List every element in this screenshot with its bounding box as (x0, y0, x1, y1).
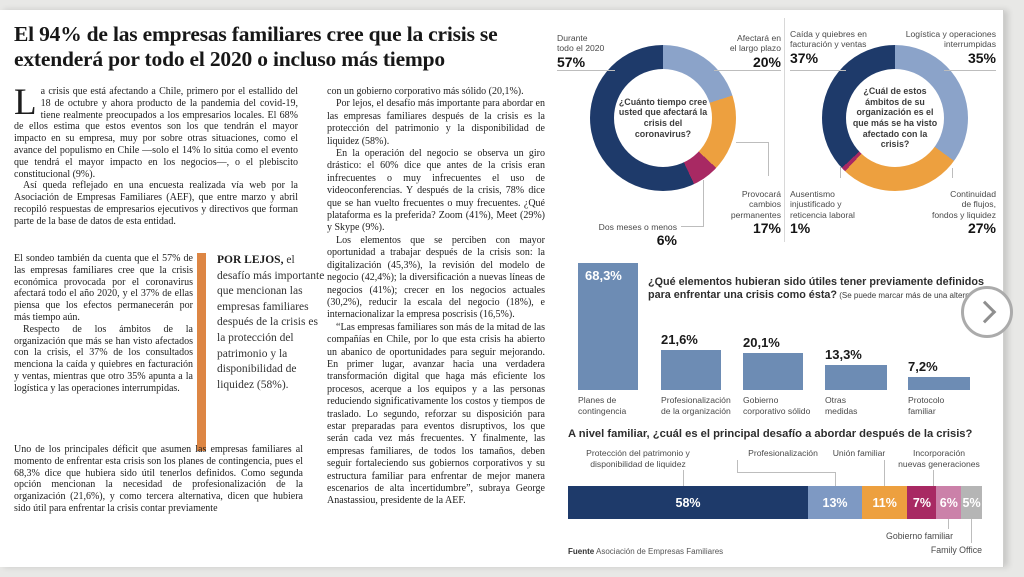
leader-line (683, 470, 684, 486)
stacked-chart-title: A nivel familiar, ¿cuál es el principal … (568, 428, 973, 440)
stacked-bar: 58% 13% 11% 7% 6% 5% (568, 486, 982, 519)
article-block-bottom: Uno de los principales déficit que asume… (14, 444, 303, 515)
donut1-label-dos-meses: Dos meses o menos 6% (598, 221, 677, 249)
bar-category: Planes de contingencia (578, 395, 627, 416)
source-prefix: Fuente (568, 547, 595, 556)
next-page-button[interactable] (961, 286, 1013, 338)
paragraph: Respecto de los ámbitos de la organizaci… (14, 323, 193, 394)
bar-value: 13,3% (825, 347, 862, 363)
leader-line (736, 142, 769, 143)
column-rule (784, 18, 785, 242)
leader-line (768, 142, 769, 176)
donut1-label-cambios: Provocará cambios permanentes 17% (730, 188, 781, 237)
donut-hole: ¿Cuál de estos ámbitos de su organizació… (846, 69, 944, 167)
leader-line (884, 460, 885, 486)
stacked-label-family-office: Family Office (930, 545, 982, 555)
donut-question: ¿Cuál de estos ámbitos de su organizació… (852, 86, 938, 150)
segment-family-office: 5% (961, 486, 982, 519)
bar-gobierno-corporativo: 20,1% Gobierno corporativo sólido (743, 335, 810, 416)
paragraph: “Las empresas familiares son más de la m… (327, 321, 545, 507)
leader-line (952, 168, 953, 178)
donut-chart-crisis-duration: ¿Cuánto tiempo cree usted que afectará l… (590, 45, 736, 191)
donut-question: ¿Cuánto tiempo cree usted que afectará l… (618, 96, 708, 139)
pull-quote: POR LEJOS, el desafío más importante que… (197, 253, 325, 451)
bar-value: 21,6% (661, 331, 698, 347)
stacked-label-profesionalizacion: Profesionalización (748, 448, 818, 458)
leader-line (703, 180, 704, 226)
source-line: Fuente Asociación de Empresas Familiares (568, 547, 724, 556)
bar-category: Gobierno corporativo sólido (743, 395, 811, 416)
segment-proteccion: 58% (568, 486, 809, 519)
leader-line (944, 70, 996, 71)
bar-category: Profesionalización de la organización (661, 395, 731, 416)
article-column-right: con un gobierno corporativo más sólido (… (327, 86, 545, 508)
bar-protocolo-familiar: 7,2% Protocolo familiar (908, 359, 970, 416)
bar-value: 20,1% (743, 334, 780, 350)
donut-hole: ¿Cuánto tiempo cree usted que afectará l… (614, 69, 712, 167)
paragraph: Así queda reflejado en una encuesta real… (14, 180, 298, 227)
bar-profesionalizacion: 21,6% Profesionalización de la organizac… (661, 332, 731, 416)
bar-category: Otras medidas (825, 395, 858, 416)
leader-line (948, 519, 949, 529)
leader-line (933, 470, 934, 486)
pull-quote-lead: POR LEJOS, (217, 254, 287, 266)
bar-otras-medidas: 13,3% Otras medidas (825, 347, 887, 416)
paragraph: Los elementos que se perciben con mayor … (327, 234, 545, 321)
pull-quote-text: el desafío más importante que mencionan … (217, 254, 325, 391)
stacked-label-union-familiar: Unión familiar (832, 448, 886, 458)
stacked-label-incorporacion: Incorporación nuevas generaciones (898, 448, 980, 469)
donut1-label-largo-plazo: Afectará en el largo plazo 20% (729, 32, 781, 70)
paragraph: con un gobierno corporativo más sólido (… (327, 86, 524, 97)
leader-line (557, 70, 615, 71)
donut2-label-ausentismo: Ausentismo injustificado y reticencia la… (790, 188, 855, 237)
segment-gobierno-familiar: 6% (936, 486, 962, 519)
donut2-label-logistica: Logística y operaciones interrumpidas 35… (905, 28, 996, 66)
stacked-label-gobierno-familiar: Gobierno familiar (886, 531, 953, 541)
paragraph: Por lejos, el desafío más importante par… (327, 98, 545, 147)
segment-incorporacion: 7% (907, 486, 937, 519)
donut1-label-durante: Durante todo el 2020 57% (557, 32, 605, 70)
leader-line (714, 70, 781, 71)
donut2-label-continuidad: Continuidad de flujos, fondos y liquidez… (931, 188, 996, 237)
chevron-right-icon (973, 300, 997, 324)
segment-union-familiar: 11% (861, 486, 908, 519)
donut2-label-caida: Caída y quiebres en facturación y ventas… (790, 28, 867, 66)
headline: El 94% de las empresas familiares cree q… (14, 22, 498, 71)
donut-chart-affected-areas: ¿Cuál de estos ámbitos de su organizació… (822, 45, 968, 191)
leader-line (971, 519, 972, 543)
bar-chart: 68,3% Planes de contingencia 21,6% Profe… (578, 253, 978, 416)
leader-line (737, 460, 738, 472)
paragraph: Uno de los principales déficit que asume… (14, 444, 303, 514)
drop-cap: L (14, 82, 37, 123)
leader-line (840, 166, 841, 178)
leader-line (835, 472, 836, 486)
leader-line (790, 70, 846, 71)
article-block-mid: El sondeo también da cuenta que el 57% d… (14, 253, 193, 395)
paragraph: El sondeo también da cuenta que el 57% d… (14, 253, 193, 323)
leader-line (737, 472, 835, 473)
bar-value: 68,3% (585, 267, 622, 283)
leader-line (681, 226, 704, 227)
bar-category: Protocolo familiar (908, 395, 945, 416)
paragraph: En la operación del negocio se observa u… (327, 148, 545, 234)
newspaper-page: El 94% de las empresas familiares cree q… (0, 10, 1013, 567)
segment-profesionalizacion: 13% (808, 486, 862, 519)
bar-planes-contingencia: 68,3% Planes de contingencia (578, 262, 638, 416)
stacked-label-proteccion: Protección del patrimonio y disponibilid… (586, 448, 690, 469)
bar-value: 7,2% (908, 358, 938, 374)
